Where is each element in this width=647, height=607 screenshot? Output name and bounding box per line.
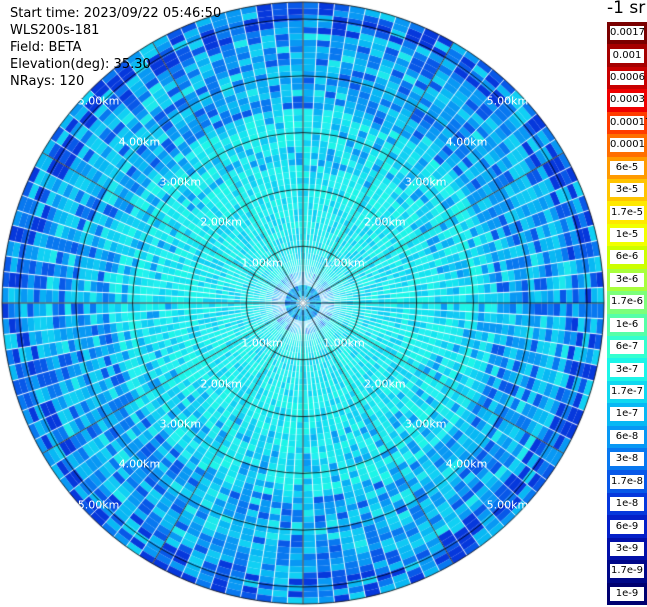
colorbar-tick-label: 0.0001	[610, 138, 645, 153]
colorbar-tick-label: 1.7e-8	[610, 474, 644, 489]
nrays-text: NRays: 120	[10, 74, 85, 89]
field-text: Field: BETA	[10, 40, 82, 55]
colorbar-tick-label: 1e-6	[610, 317, 644, 332]
colorbar-tick-label: 0.0017	[610, 26, 645, 41]
colorbar-tick-label: 6e-6	[610, 250, 644, 265]
colorbar-tick-label: 6e-5	[610, 160, 644, 175]
instrument-text: WLS200s-181	[10, 23, 100, 38]
colorbar-tick-label: 1.7e-9	[610, 564, 644, 579]
colorbar-tick-label: 1e-7	[610, 407, 644, 422]
colorbar-tick-label: 3e-5	[610, 183, 644, 198]
colorbar-unit: -1 sr	[607, 0, 646, 18]
colorbar-tick-label: 3e-8	[610, 452, 644, 467]
colorbar-tick-label: 1.7e-6	[610, 295, 644, 310]
colorbar-tick-label: 1.7e-5	[610, 205, 644, 220]
colorbar-tick-label: 6e-8	[610, 429, 644, 444]
colorbar-tick-label: 1.7e-7	[610, 384, 644, 399]
colorbar-tick-label: 3e-7	[610, 362, 644, 377]
colorbar-tick-label: 1e-5	[610, 228, 644, 243]
colorbar-tick-label: 1e-8	[610, 497, 644, 512]
colorbar-tick-label: 3e-6	[610, 272, 644, 287]
colorbar-tick-label: 6e-9	[610, 519, 644, 534]
colorbar: 0.0017 0.001 0.0006 0.0003 0.00017 0.0001 6e-5…	[607, 22, 647, 606]
elevation-text: Elevation(deg): 35.30	[10, 57, 151, 72]
colorbar-tick-label: 0.001	[610, 48, 644, 63]
colorbar-tick-label: 6e-7	[610, 340, 644, 355]
start-time-text: Start time: 2023/09/22 05:46:50	[10, 6, 222, 21]
colorbar-tick-label: 0.00017	[610, 115, 647, 130]
colorbar-tick-label: 1e-9	[610, 586, 644, 601]
ppi-scan-plot[interactable]	[0, 0, 607, 607]
colorbar-tick-label: 0.0003	[610, 93, 645, 108]
colorbar-tick-label: 0.0006	[610, 71, 645, 86]
scan-info-panel: Start time: 2023/09/22 05:46:50 WLS200s-…	[10, 5, 221, 90]
colorbar-tick-label: 3e-9	[610, 541, 644, 556]
